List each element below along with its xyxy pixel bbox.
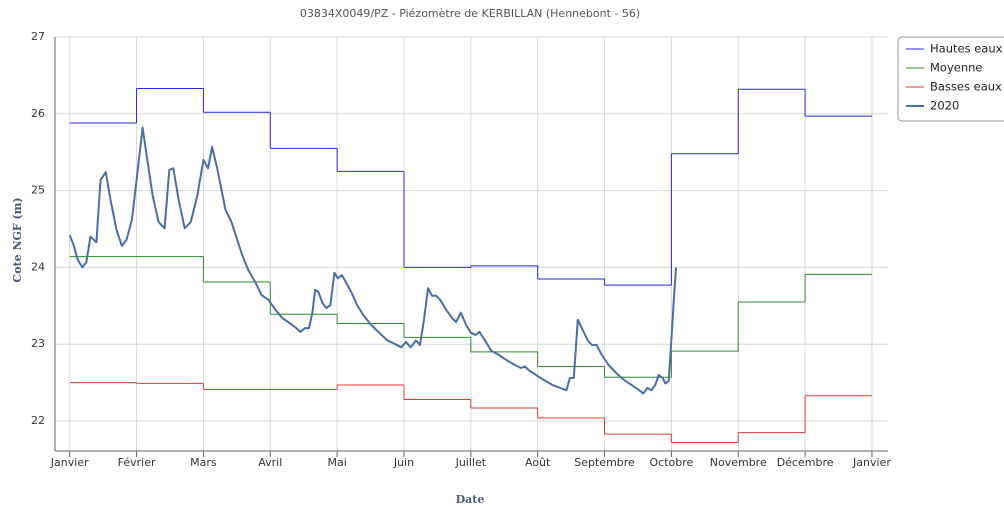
x-axis-label: Date — [456, 493, 485, 506]
x-tick-label: Janvier — [852, 456, 891, 469]
legend-label: 2020 — [930, 99, 959, 113]
legend-label: Basses eaux — [930, 80, 1002, 94]
x-tick-label: Décembre — [777, 456, 834, 469]
x-tick-label: Novembre — [710, 456, 767, 469]
legend-box — [897, 36, 1004, 122]
x-tick-label: Février — [118, 456, 156, 469]
y-tick-label: 24 — [31, 260, 45, 273]
legend-label: Moyenne — [930, 61, 983, 75]
y-tick-label: 25 — [31, 184, 45, 197]
y-tick-label: 23 — [31, 337, 45, 350]
legend-label: Hautes eaux — [930, 42, 1003, 56]
x-tick-label: Mai — [327, 456, 346, 469]
y-tick-label: 22 — [31, 414, 45, 427]
x-tick-label: Septembre — [574, 456, 635, 469]
y-tick-label: 26 — [31, 107, 45, 120]
x-tick-label: Mars — [190, 456, 217, 469]
x-tick-label: Août — [525, 456, 551, 469]
y-axis-label: Cote NGF (m) — [11, 197, 24, 282]
y-tick-label: 27 — [31, 30, 45, 43]
chart-title: 03834X0049/PZ - Piézomètre de KERBILLAN … — [300, 7, 640, 20]
x-tick-label: Avril — [258, 456, 282, 469]
series-line — [68, 126, 678, 395]
x-tick-label: Juin — [393, 456, 414, 469]
x-tick-label: Janvier — [50, 456, 89, 469]
x-tick-label: Octobre — [650, 456, 694, 469]
x-tick-label: Juillet — [455, 456, 487, 469]
